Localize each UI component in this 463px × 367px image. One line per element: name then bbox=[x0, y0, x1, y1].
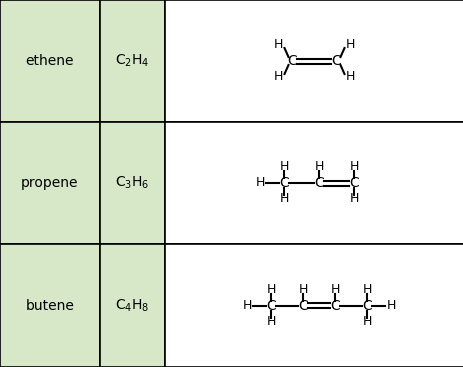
Text: H: H bbox=[266, 315, 275, 328]
Text: C: C bbox=[349, 176, 359, 190]
Text: C: C bbox=[331, 54, 341, 68]
Text: H: H bbox=[362, 315, 371, 328]
Text: butene: butene bbox=[25, 298, 74, 312]
Bar bbox=[0, 122, 100, 244]
Text: H: H bbox=[330, 283, 339, 296]
Text: $\mathrm{C}_{3}\mathrm{H}_{6}$: $\mathrm{C}_{3}\mathrm{H}_{6}$ bbox=[115, 175, 150, 191]
Text: H: H bbox=[345, 70, 354, 84]
Text: H: H bbox=[255, 177, 265, 189]
Text: H: H bbox=[314, 160, 324, 174]
Text: H: H bbox=[273, 39, 282, 51]
Text: C: C bbox=[266, 298, 276, 312]
Bar bbox=[100, 244, 165, 367]
Bar bbox=[0, 0, 100, 122]
Bar bbox=[100, 0, 165, 122]
Text: $\mathrm{C}_{4}\mathrm{H}_{8}$: $\mathrm{C}_{4}\mathrm{H}_{8}$ bbox=[115, 297, 150, 314]
Text: H: H bbox=[345, 39, 354, 51]
Text: H: H bbox=[242, 299, 252, 312]
Text: propene: propene bbox=[21, 176, 79, 190]
Bar bbox=[165, 122, 463, 244]
Text: C: C bbox=[298, 298, 308, 312]
Text: H: H bbox=[362, 283, 371, 296]
Bar bbox=[0, 244, 100, 367]
Text: H: H bbox=[386, 299, 395, 312]
Text: C: C bbox=[314, 176, 324, 190]
Text: H: H bbox=[298, 283, 307, 296]
Text: C: C bbox=[330, 298, 340, 312]
Text: H: H bbox=[349, 160, 358, 174]
Bar bbox=[165, 244, 463, 367]
Text: ethene: ethene bbox=[25, 54, 74, 68]
Text: C: C bbox=[362, 298, 372, 312]
Text: H: H bbox=[279, 193, 288, 206]
Bar bbox=[165, 0, 463, 122]
Text: H: H bbox=[273, 70, 282, 84]
Text: $\mathrm{C}_{2}\mathrm{H}_{4}$: $\mathrm{C}_{2}\mathrm{H}_{4}$ bbox=[115, 53, 150, 69]
Text: H: H bbox=[349, 193, 358, 206]
Text: C: C bbox=[279, 176, 289, 190]
Text: H: H bbox=[279, 160, 288, 174]
Bar bbox=[100, 122, 165, 244]
Text: C: C bbox=[287, 54, 297, 68]
Text: H: H bbox=[266, 283, 275, 296]
